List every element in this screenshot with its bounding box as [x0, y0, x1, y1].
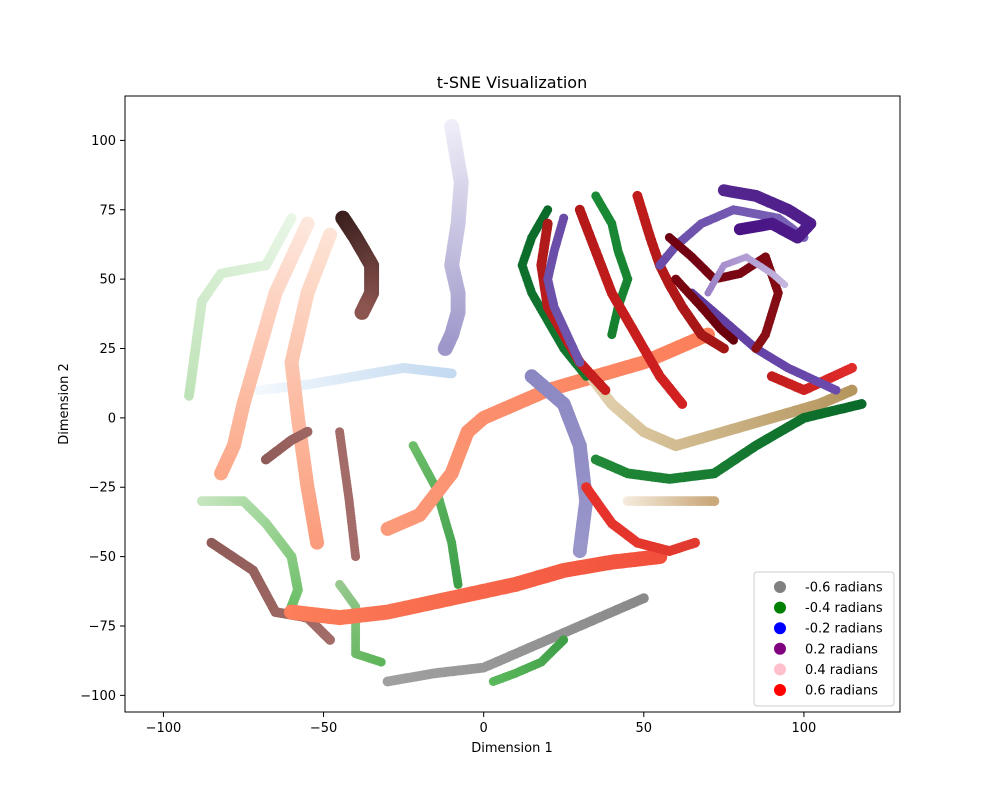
scatter-point: [600, 385, 611, 396]
legend-label: -0.2 radians: [805, 622, 883, 637]
point-cluster: [543, 213, 585, 367]
legend-marker: [774, 601, 786, 614]
y-tick-label: 100: [91, 134, 116, 149]
point-cluster: [517, 205, 591, 381]
point-cluster: [196, 496, 303, 612]
scatter-point: [709, 496, 720, 507]
legend-marker: [774, 622, 786, 635]
legend-marker: [774, 663, 786, 676]
scatter-point: [856, 399, 867, 409]
point-cluster: [214, 216, 315, 481]
y-tick-label: 75: [99, 203, 116, 218]
y-tick-label: 0: [108, 411, 116, 426]
point-cluster: [488, 635, 569, 686]
scatter-point: [831, 385, 841, 395]
point-cluster: [574, 204, 688, 409]
x-axis: −100 −50 0 50 100: [146, 712, 817, 736]
x-tick-label: 50: [636, 721, 653, 736]
scatter-point: [751, 344, 761, 353]
x-axis-label: Dimension 1: [471, 741, 553, 756]
point-cluster: [260, 426, 313, 465]
y-axis: −100 −75 −50 −25 0 25 50 75 100: [80, 134, 125, 704]
point-cluster: [335, 427, 361, 562]
scatter-point: [733, 223, 746, 236]
scatter-point: [781, 281, 789, 289]
point-cluster: [437, 119, 469, 356]
point-cluster: [581, 482, 700, 557]
scatter-point: [575, 357, 585, 367]
y-tick-label: 25: [99, 342, 116, 357]
chart-title: t-SNE Visualization: [437, 73, 587, 92]
scatter-point: [847, 362, 857, 373]
y-tick-label: 50: [99, 273, 116, 288]
y-tick-label: −100: [80, 689, 116, 704]
point-cluster: [717, 184, 817, 244]
y-tick-label: −50: [89, 550, 116, 565]
y-tick-label: −75: [89, 619, 116, 634]
x-tick-label: −100: [146, 721, 182, 736]
scatter-point: [310, 535, 325, 550]
scatter-point: [572, 544, 587, 559]
legend-label: -0.4 radians: [805, 601, 883, 616]
point-cluster: [590, 399, 867, 484]
point-cluster: [284, 549, 668, 626]
legend-box: [753, 571, 895, 707]
scatter-point: [325, 634, 335, 645]
x-tick-label: 100: [792, 721, 817, 736]
scatter-point: [846, 384, 858, 396]
legend-marker: [774, 684, 786, 696]
scatter-points-layer: [184, 119, 867, 687]
legend-label: 0.4 radians: [805, 663, 878, 678]
scatter-point: [690, 537, 700, 548]
scatter-point: [559, 635, 569, 645]
legend: -0.6 radians -0.4 radians -0.2 radians 0.2 …: [753, 571, 895, 707]
x-tick-label: 0: [480, 721, 488, 736]
legend-label: -0.6 radians: [805, 581, 883, 596]
point-cluster: [382, 593, 649, 687]
scatter-point: [302, 426, 313, 437]
scatter-point: [446, 368, 457, 379]
point-cluster: [704, 253, 789, 297]
point-cluster: [664, 233, 783, 353]
scatter-point: [376, 657, 386, 667]
point-cluster: [671, 274, 738, 345]
legend-marker: [774, 581, 786, 593]
point-cluster: [335, 210, 380, 320]
scatter-point: [351, 552, 361, 562]
plot-frame: [124, 95, 901, 713]
x-tick-label: −50: [310, 721, 337, 736]
scatter-point: [437, 341, 453, 356]
scatter-point: [354, 304, 370, 320]
point-cluster: [284, 227, 337, 550]
scatter-point: [607, 330, 617, 340]
y-axis-label: Dimension 2: [57, 363, 72, 445]
scatter-point: [729, 335, 738, 345]
scatter-point: [214, 466, 229, 481]
point-cluster: [254, 362, 457, 396]
legend-label: 0.6 radians: [805, 684, 878, 699]
scatter-point: [718, 343, 729, 354]
point-cluster: [622, 496, 720, 507]
legend-marker: [774, 642, 786, 655]
y-tick-label: −25: [89, 481, 116, 496]
scatter-point: [638, 593, 649, 604]
scatter-point: [184, 390, 194, 401]
scatter-point: [677, 399, 688, 409]
scatter-point: [453, 579, 463, 589]
point-cluster: [206, 537, 335, 645]
legend-label: 0.2 radians: [805, 642, 878, 657]
point-cluster: [184, 213, 297, 401]
